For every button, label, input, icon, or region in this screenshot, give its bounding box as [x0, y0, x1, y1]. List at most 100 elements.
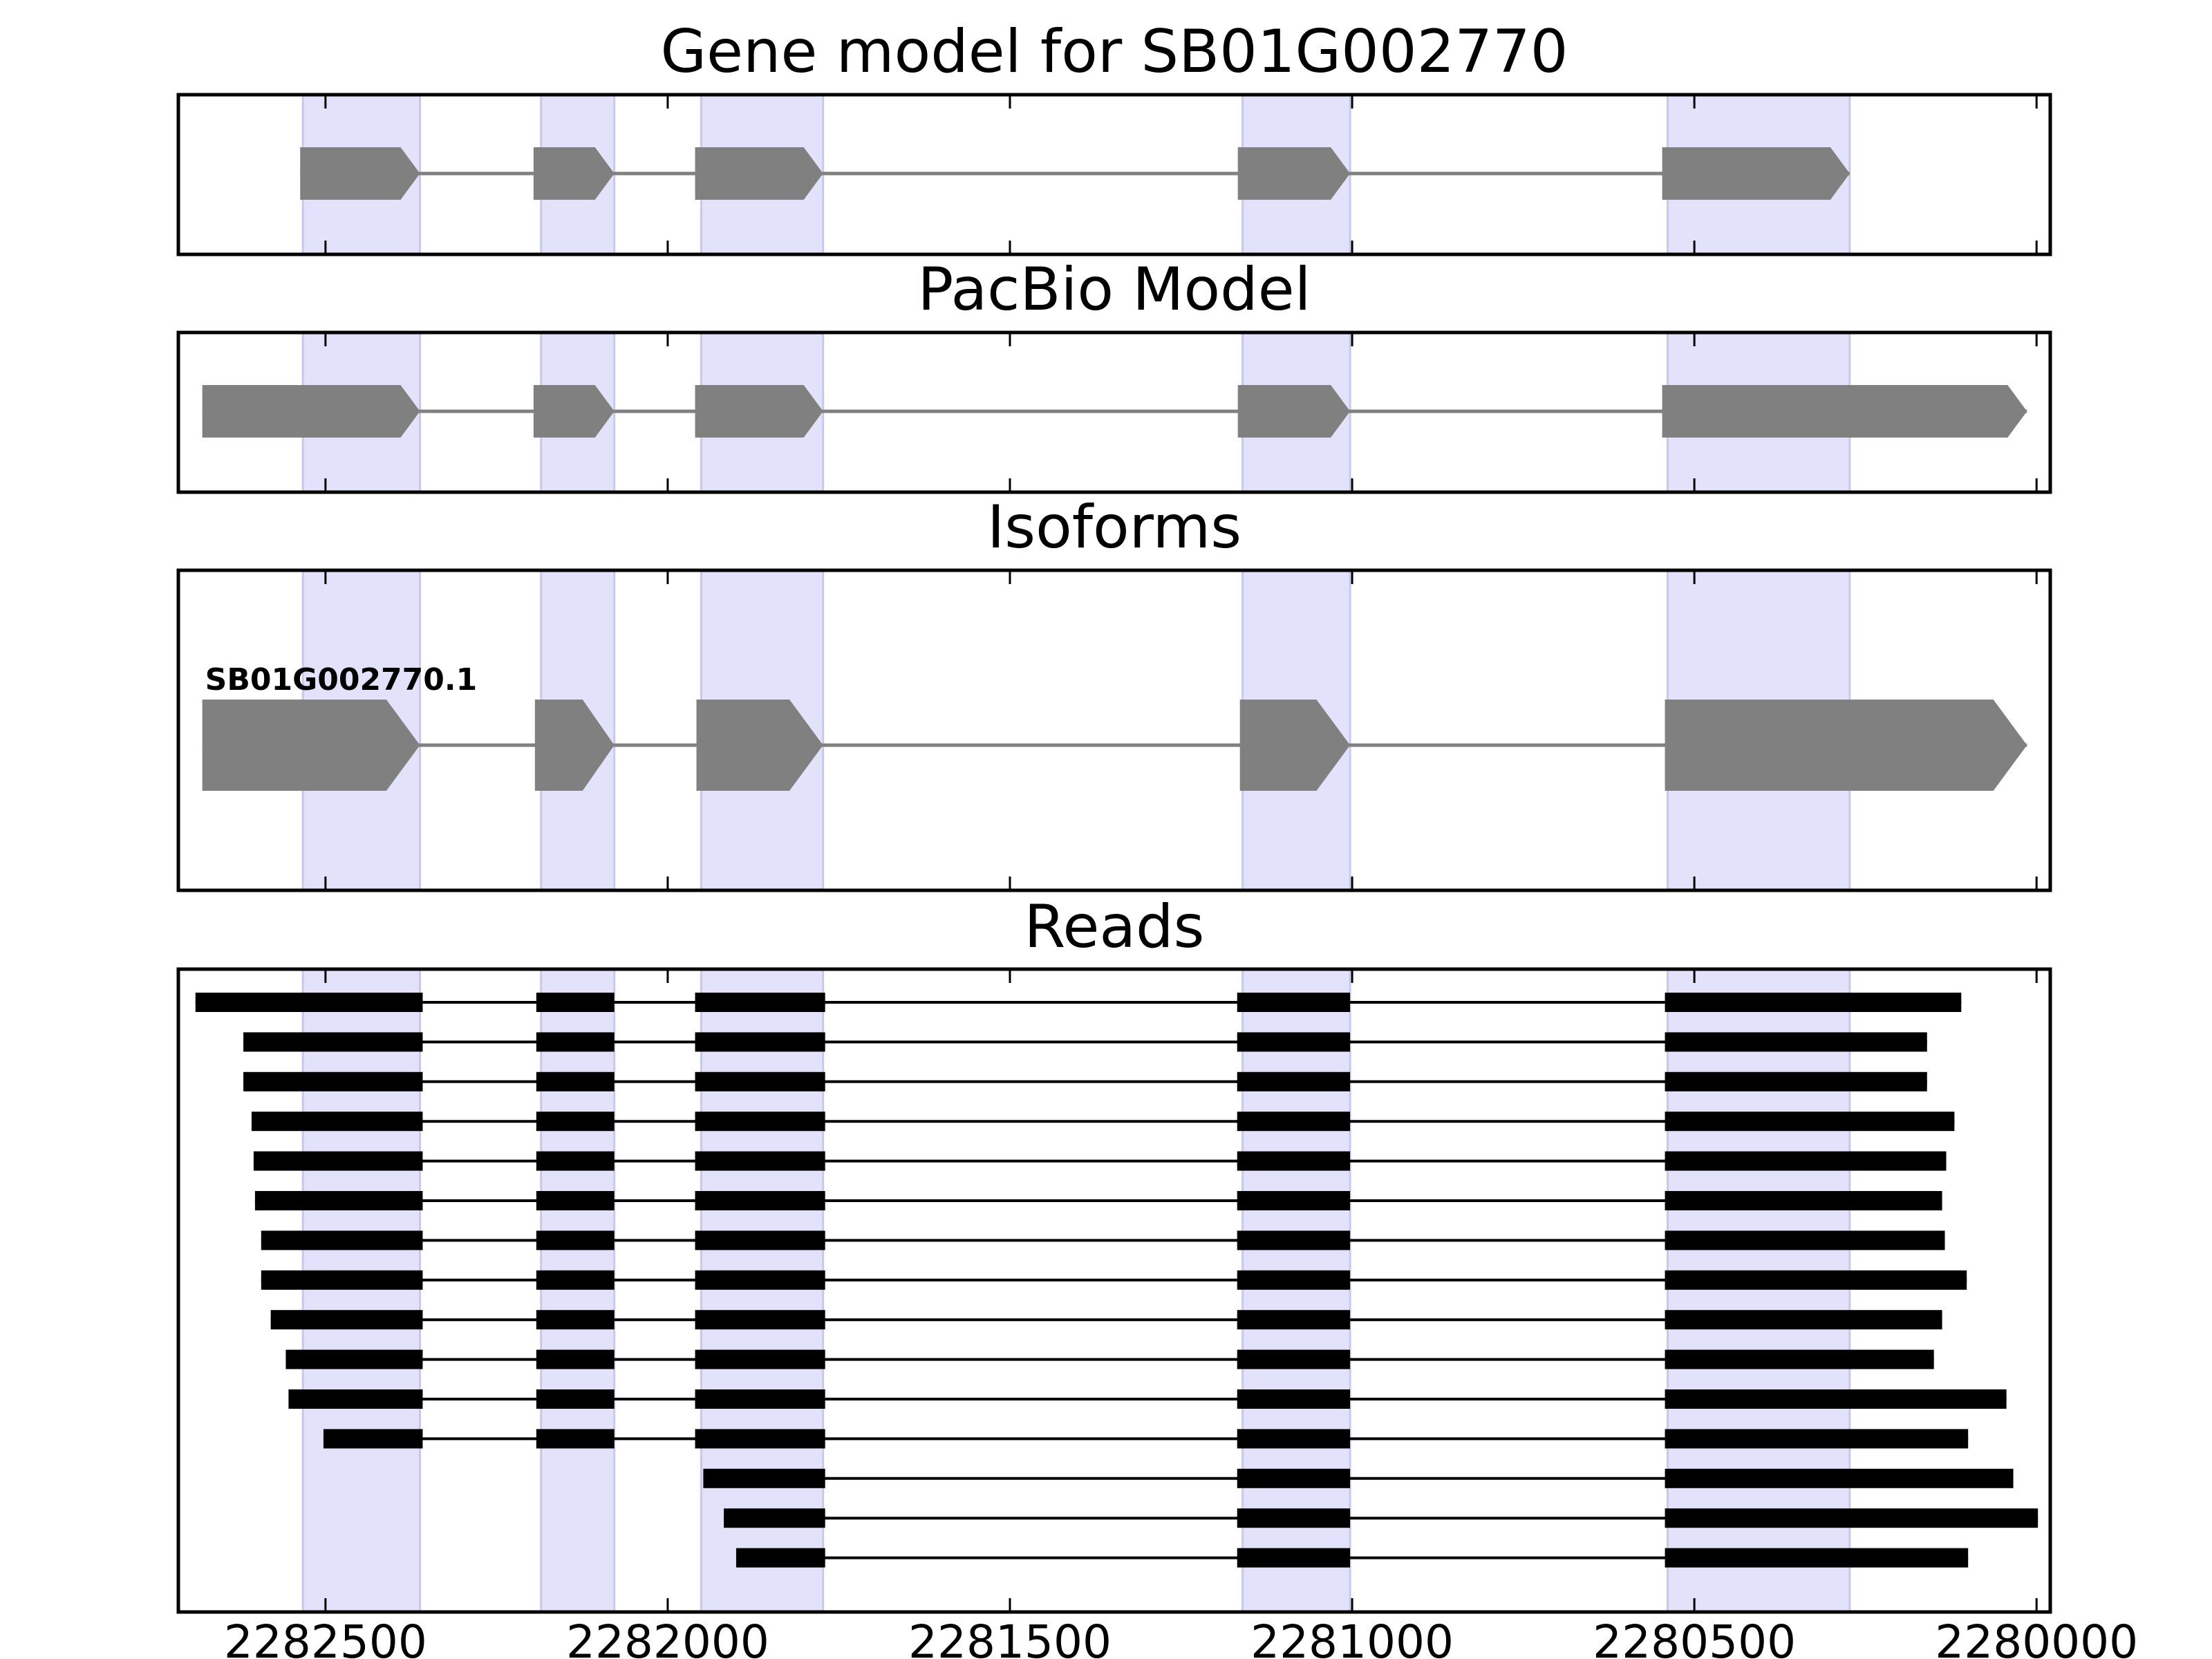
read-exon-bar — [1665, 1032, 1927, 1052]
x-tick-label: 2281500 — [908, 1615, 1112, 1659]
read-exon-bar — [695, 1310, 825, 1330]
read-exon-bar — [1237, 1270, 1351, 1290]
read-exon-bar — [695, 1112, 825, 1132]
pacbio-model-exon — [1662, 385, 2027, 438]
read-exon-bar — [724, 1508, 825, 1528]
read-exon-bar — [1665, 1468, 2014, 1488]
gene-model-exon — [695, 147, 823, 200]
pacbio-model-axes-frame — [176, 330, 2052, 494]
x-tick-label: 2282000 — [566, 1615, 769, 1659]
read-exon-bar — [695, 1349, 825, 1369]
read-exon-bar — [195, 993, 423, 1012]
read-exon-bar — [536, 1151, 615, 1171]
read-exon-bar — [1665, 1071, 1927, 1091]
isoform-exon — [202, 700, 420, 791]
read-exon-bar — [1665, 1230, 1945, 1250]
read-exon-bar — [536, 993, 615, 1012]
read-exon-bar — [695, 1191, 825, 1210]
read-exon-bar — [1665, 1349, 1934, 1369]
read-exon-bar — [536, 1349, 615, 1369]
read-exon-bar — [251, 1112, 423, 1132]
read-exon-bar — [1237, 1191, 1351, 1210]
read-exon-bar — [1237, 1389, 1351, 1409]
read-exon-bar — [1237, 1112, 1351, 1132]
isoform-exon — [534, 700, 615, 791]
isoform-exon — [696, 700, 823, 791]
isoforms-panel: SB01G002770.1 Isoforms — [176, 493, 2052, 892]
read-exon-bar — [1237, 1349, 1351, 1369]
read-exon-bar — [1665, 1191, 1942, 1210]
x-tick-label: 2281000 — [1250, 1615, 1454, 1659]
isoforms-axes-frame — [176, 568, 2052, 892]
pacbio-model-title: PacBio Model — [917, 255, 1311, 324]
read-exon-bar — [285, 1349, 423, 1369]
read-exon-bar — [1665, 1310, 1942, 1330]
x-tick-label: 2280000 — [1935, 1615, 2138, 1659]
read-exon-bar — [243, 1071, 423, 1091]
read-exon-bar — [1665, 1112, 1955, 1132]
reads-axes-frame — [176, 967, 2052, 1614]
pacbio-model-exon — [533, 385, 615, 438]
read-exon-bar — [695, 1071, 825, 1091]
read-exon-bar — [270, 1310, 423, 1330]
read-exon-bar — [323, 1429, 423, 1449]
isoforms-title: Isoforms — [987, 493, 1241, 562]
read-exon-bar — [536, 1310, 615, 1330]
read-exon-bar — [536, 1112, 615, 1132]
read-exon-bar — [1237, 1310, 1351, 1330]
read-exon-bar — [253, 1151, 423, 1171]
gene-model-exon — [1662, 147, 1850, 200]
read-exon-bar — [735, 1548, 825, 1568]
read-exon-bar — [695, 1429, 825, 1449]
read-exon-bar — [288, 1389, 423, 1409]
read-exon-bar — [695, 1389, 825, 1409]
read-exon-bar — [536, 1389, 615, 1409]
read-exon-bar — [1665, 993, 1962, 1012]
isoform-exon — [1665, 700, 2027, 791]
gene-model-exon — [1237, 147, 1351, 200]
read-exon-bar — [1237, 1071, 1351, 1091]
read-exon-bar — [1665, 1508, 2038, 1528]
read-exon-bar — [1665, 1429, 1969, 1449]
read-exon-bar — [254, 1191, 423, 1210]
read-exon-bar — [1237, 1508, 1351, 1528]
read-exon-bar — [1237, 1151, 1351, 1171]
read-exon-bar — [243, 1032, 423, 1052]
gene-model-title: Gene model for SB01G002770 — [661, 17, 1568, 86]
read-exon-bar — [1665, 1270, 1967, 1290]
gene-model-exon — [533, 147, 615, 200]
isoform-exon — [1239, 700, 1351, 791]
gene-model-panel: Gene model for SB01G002770 — [176, 17, 2052, 256]
x-tick-label: 2280500 — [1593, 1615, 1796, 1659]
read-exon-bar — [536, 1071, 615, 1091]
pacbio-model-exon — [1237, 385, 1351, 438]
read-exon-bar — [695, 1151, 825, 1171]
read-exon-bar — [536, 1429, 615, 1449]
x-axis-tick-labels: 2282500 2282000 2281500 2281000 2280500 22800… — [224, 1615, 2138, 1659]
gene-model-exon — [300, 147, 420, 200]
x-tick-label: 2282500 — [224, 1615, 427, 1659]
reads-highlight-region — [540, 968, 616, 1613]
read-exon-bar — [695, 993, 825, 1012]
read-exon-bar — [1237, 1548, 1351, 1568]
read-exon-bar — [1237, 1230, 1351, 1250]
read-exon-bar — [1237, 1468, 1351, 1488]
read-exon-bar — [695, 1230, 825, 1250]
read-exon-bar — [695, 1270, 825, 1290]
read-exon-bar — [536, 1032, 615, 1052]
read-exon-bar — [536, 1230, 615, 1250]
read-exon-bar — [536, 1270, 615, 1290]
read-exon-bar — [1237, 993, 1351, 1012]
read-exon-bar — [1665, 1389, 2007, 1409]
pacbio-model-exon — [202, 385, 420, 438]
read-exon-bar — [703, 1468, 825, 1488]
read-exon-bar — [1665, 1151, 1947, 1171]
read-exon-bar — [261, 1230, 423, 1250]
pacbio-model-exon — [695, 385, 823, 438]
reads-title: Reads — [1024, 892, 1205, 962]
read-exon-bar — [261, 1270, 423, 1290]
read-exon-bar — [1665, 1548, 1969, 1568]
read-exon-bar — [536, 1191, 615, 1210]
reads-panel: Reads — [176, 892, 2052, 1614]
